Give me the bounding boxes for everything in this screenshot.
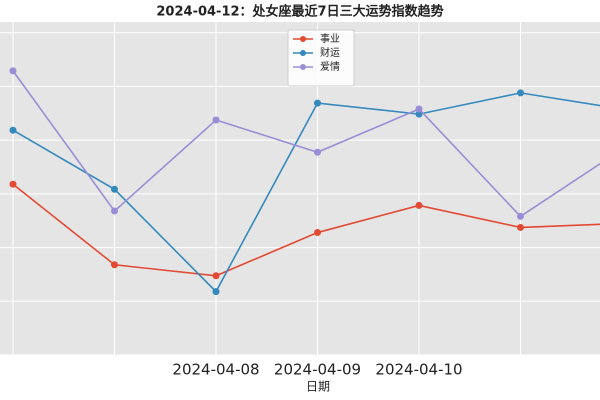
point bbox=[314, 229, 321, 237]
point bbox=[212, 116, 220, 124]
x-tick-label: 2024-04-10 bbox=[375, 361, 462, 379]
point bbox=[517, 223, 524, 231]
chart-title: 2024-04-12：处女座最近7日三大运势指数趋势 bbox=[156, 4, 443, 20]
point bbox=[314, 148, 321, 156]
legend-marker bbox=[300, 64, 306, 70]
legend-marker bbox=[300, 50, 306, 56]
point bbox=[111, 207, 118, 215]
legend-box bbox=[287, 29, 355, 87]
grid bbox=[0, 22, 600, 356]
lines bbox=[9, 67, 600, 296]
legend-label: 财运 bbox=[320, 46, 340, 59]
point bbox=[9, 180, 17, 188]
point bbox=[415, 201, 423, 209]
point bbox=[212, 288, 220, 296]
point bbox=[9, 126, 17, 134]
legend-label: 爱情 bbox=[320, 60, 340, 73]
x-tick-label: 2024-04-08 bbox=[172, 361, 259, 379]
point bbox=[9, 67, 17, 75]
point bbox=[415, 110, 423, 118]
point bbox=[415, 105, 423, 113]
legend-marker bbox=[300, 36, 306, 42]
point bbox=[517, 89, 524, 97]
point bbox=[111, 261, 118, 269]
point bbox=[111, 185, 118, 193]
point bbox=[212, 272, 220, 280]
x-axis-label: 日期 bbox=[306, 380, 330, 394]
point bbox=[517, 212, 524, 220]
legend-label: 事业 bbox=[320, 32, 340, 45]
point bbox=[314, 99, 321, 107]
x-tick-label: 2024-04-09 bbox=[274, 361, 361, 379]
